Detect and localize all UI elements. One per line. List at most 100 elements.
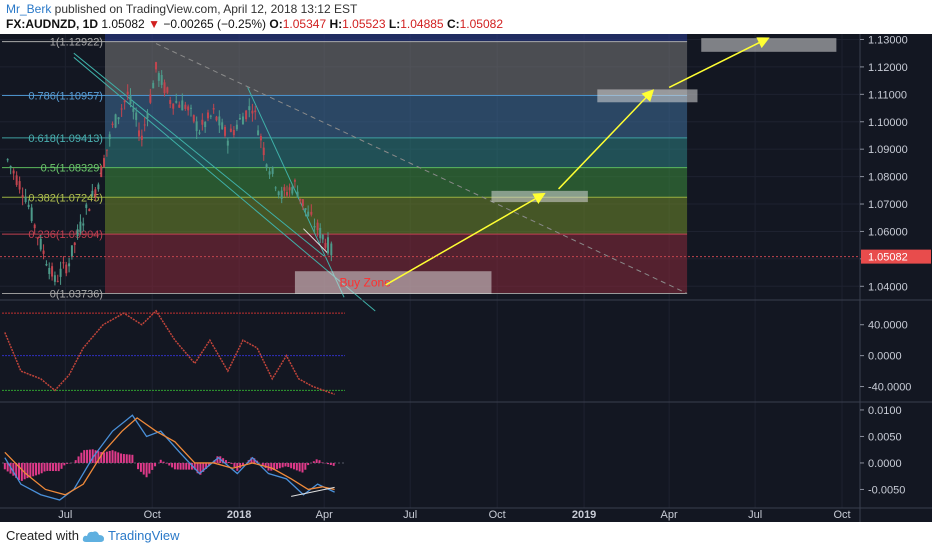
candle-body xyxy=(157,73,160,81)
candle-body xyxy=(135,112,138,120)
publish-line: Mr_Berk published on TradingView.com, Ap… xyxy=(6,2,357,16)
last-price: 1.05082 xyxy=(101,17,145,31)
close-value: 1.05082 xyxy=(459,17,504,31)
x-tick-label: 2019 xyxy=(572,509,596,521)
candle-body xyxy=(235,124,238,130)
symbol-label: FX:AUDNZD, 1D xyxy=(6,17,98,31)
candle-body xyxy=(299,198,302,201)
candle-body xyxy=(285,191,288,196)
candle-body xyxy=(198,132,201,134)
chart-svg[interactable]: 1(1.12922) 0.786(1.10957) 0.618(1.09413) 0.… xyxy=(0,34,932,522)
fib-band xyxy=(104,137,688,168)
last-price-tag xyxy=(861,249,931,264)
candle-body xyxy=(218,116,221,126)
buy-zone-box xyxy=(294,271,492,294)
candle-body xyxy=(212,108,215,110)
candle-body xyxy=(129,95,132,104)
chart-area[interactable]: 1(1.12922) 0.786(1.10957) 0.618(1.09413) 0.… xyxy=(0,34,932,522)
candle-body xyxy=(277,191,280,196)
candle-body xyxy=(100,166,103,178)
candle-body xyxy=(241,116,244,125)
candle-body xyxy=(146,112,149,119)
fib-level-label: 0.786(1.10957) xyxy=(28,91,103,103)
last-price-tag-label: 1.05082 xyxy=(868,252,908,264)
x-tick-label: 2018 xyxy=(227,509,251,521)
candle-body xyxy=(166,87,169,93)
candle-body xyxy=(209,115,212,117)
candle-body xyxy=(53,275,56,282)
candle-body xyxy=(319,227,322,239)
macd-divergence-line xyxy=(291,486,335,497)
buy-zone-label: Buy Zone xyxy=(340,276,392,290)
low-label: L: xyxy=(388,17,401,31)
candle-body xyxy=(301,199,304,206)
target-zone-box xyxy=(701,38,837,52)
author-link[interactable]: Mr_Berk xyxy=(6,2,52,16)
osc-series-line xyxy=(4,309,335,395)
x-tick-label: Oct xyxy=(489,509,506,521)
candle-body xyxy=(51,266,54,277)
candle-body xyxy=(215,116,218,121)
candle-body xyxy=(140,135,143,140)
x-tick-label: Apr xyxy=(661,509,678,521)
candle-body xyxy=(262,147,265,156)
candle-body xyxy=(293,180,296,182)
candle-body xyxy=(79,221,82,233)
macd-y-tick-label: 0.0050 xyxy=(868,431,902,443)
candle-body xyxy=(248,106,251,111)
candle-body xyxy=(206,112,209,119)
candle-body xyxy=(70,245,73,257)
candle-body xyxy=(82,223,85,226)
candle-body xyxy=(62,262,65,264)
candle-body xyxy=(111,123,114,125)
candle-body xyxy=(172,103,175,109)
candle-body xyxy=(189,107,192,109)
macd-series-line xyxy=(4,417,335,496)
candle-body xyxy=(327,237,330,254)
candle-body xyxy=(33,224,36,229)
candle-body xyxy=(68,263,71,267)
osc-y-tick-label: -40.0000 xyxy=(868,382,911,394)
candle-body xyxy=(251,110,254,114)
candle-body xyxy=(30,207,33,221)
candle-body xyxy=(257,130,260,136)
ohlc-line: FX:AUDNZD, 1D 1.05082 ▼ −0.00265 (−0.25%… xyxy=(6,17,503,31)
candle-body xyxy=(321,234,324,240)
candle-body xyxy=(126,91,129,95)
candle-body xyxy=(304,208,307,210)
down-arrow-icon: ▼ xyxy=(148,17,160,31)
candle-body xyxy=(271,167,274,174)
candle-body xyxy=(204,121,207,128)
candle-body xyxy=(175,101,178,103)
candle-body xyxy=(88,208,91,212)
candle-body xyxy=(152,82,155,89)
macd-series-line xyxy=(4,414,335,501)
tradingview-brand[interactable]: TradingView xyxy=(108,528,180,543)
x-tick-label: Oct xyxy=(144,509,161,521)
candle-body xyxy=(6,159,9,161)
fib-level-label: 1(1.12922) xyxy=(50,37,103,49)
candle-body xyxy=(39,238,42,250)
x-tick-label: Jul xyxy=(58,509,72,521)
candle-body xyxy=(160,75,163,85)
candle-body xyxy=(12,170,15,174)
candle-body xyxy=(291,187,294,194)
candle-body xyxy=(9,165,12,168)
candle-body xyxy=(97,184,100,190)
candle-body xyxy=(42,250,45,254)
fib-level-label: 0(1.03736) xyxy=(50,289,103,301)
open-label: O: xyxy=(269,17,283,31)
candle-body xyxy=(192,115,195,122)
candle-body xyxy=(274,187,277,189)
fib-level-label: 0.382(1.07245) xyxy=(28,192,103,204)
candle-body xyxy=(45,263,48,266)
y-tick-label: 1.07000 xyxy=(868,199,908,211)
candle-body xyxy=(117,117,120,120)
candle-body xyxy=(232,130,235,136)
candle-body xyxy=(313,226,316,228)
candles-group xyxy=(6,61,333,286)
fib-level-label: 0.618(1.09413) xyxy=(28,133,103,145)
candle-body xyxy=(24,196,27,203)
candle-body xyxy=(310,211,313,215)
trendline xyxy=(155,43,688,294)
